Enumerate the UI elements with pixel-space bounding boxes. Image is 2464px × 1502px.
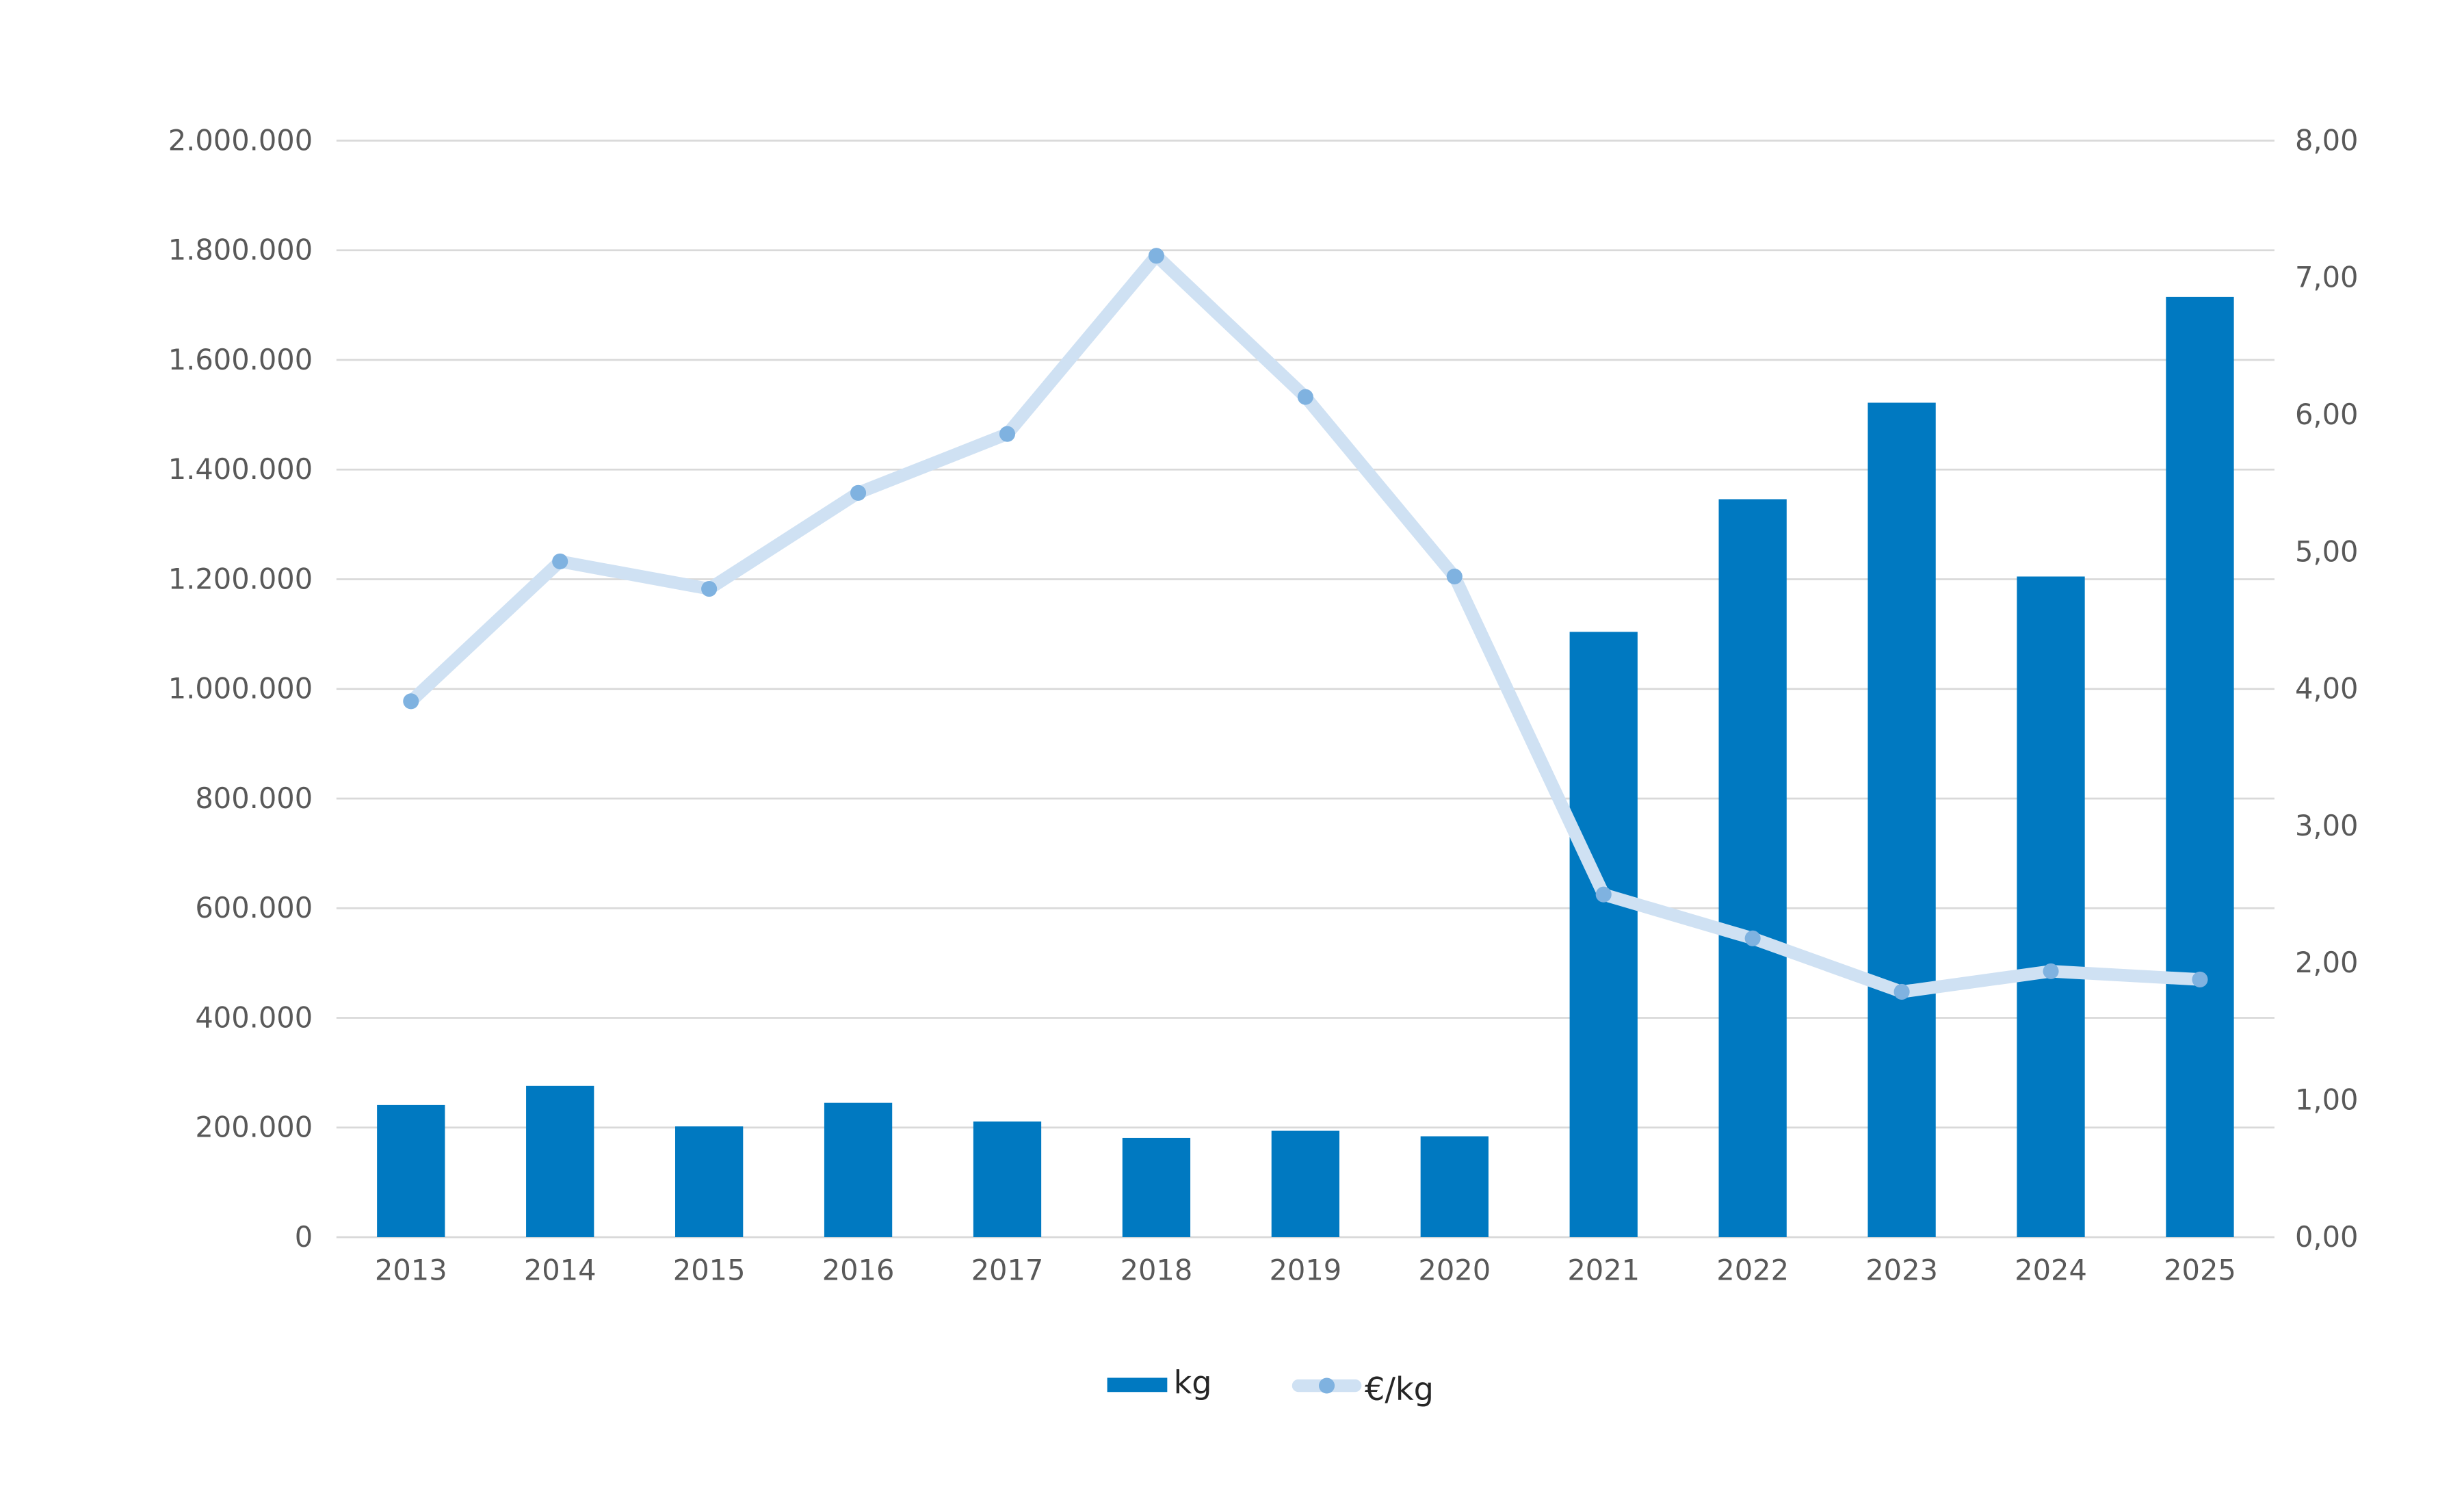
bar — [1271, 1130, 1340, 1237]
right-axis-tick: 4,00 — [2295, 672, 2359, 705]
x-axis-tick: 2016 — [822, 1253, 895, 1286]
right-axis-tick: 2,00 — [2295, 946, 2359, 979]
x-axis-tick: 2017 — [971, 1253, 1044, 1286]
line-marker — [1297, 389, 1313, 405]
bar — [2017, 576, 2085, 1237]
legend: kg €/kg — [1107, 1364, 1434, 1408]
bar — [377, 1104, 445, 1237]
x-axis-tick: 2014 — [524, 1253, 597, 1286]
x-axis-tick: 2015 — [673, 1253, 746, 1286]
x-axis-tick: 2019 — [1270, 1253, 1342, 1286]
left-axis-tick: 1.400.000 — [168, 452, 313, 486]
gridlines — [336, 140, 2275, 1239]
line-marker — [2043, 963, 2059, 979]
x-axis-tick: 2025 — [2164, 1253, 2236, 1286]
x-axis-tick: 2021 — [1567, 1253, 1640, 1286]
left-axis-tick: 800.000 — [195, 781, 313, 815]
legend-label-kg: kg — [1174, 1364, 1212, 1401]
bar — [1867, 402, 1936, 1237]
x-axis-tick: 2023 — [1865, 1253, 1938, 1286]
line-marker — [999, 426, 1016, 442]
right-axis-tick: 3,00 — [2295, 809, 2359, 842]
bar — [2166, 296, 2234, 1237]
left-axis-tick: 200.000 — [195, 1111, 313, 1144]
bar — [1718, 499, 1787, 1237]
right-axis-tick: 7,00 — [2295, 261, 2359, 294]
x-axis-tick: 2024 — [2015, 1253, 2087, 1286]
left-axis-tick: 600.000 — [195, 891, 313, 924]
right-axis-tick: 1,00 — [2295, 1083, 2359, 1117]
left-axis-labels: 0 200.000 400.000 600.000 800.000 1.000.000 1.… — [168, 123, 313, 1253]
x-axis-tick: 2013 — [375, 1253, 447, 1286]
line-series-eur-per-kg — [403, 248, 2208, 1000]
right-axis-tick: 0,00 — [2295, 1220, 2359, 1254]
legend-item-kg: kg — [1107, 1364, 1212, 1401]
line-marker — [1595, 886, 1612, 903]
bar — [973, 1121, 1042, 1237]
line-marker — [2192, 971, 2208, 987]
line-marker — [1893, 983, 1910, 1000]
left-axis-tick: 0 — [295, 1220, 313, 1254]
line-marker — [1148, 248, 1164, 264]
x-axis-labels: 2013 2014 2015 2016 2017 2018 2019 2020 2021 2022… — [375, 1253, 2236, 1286]
line-marker — [850, 484, 867, 501]
left-axis-tick: 2.000.000 — [168, 123, 313, 157]
x-axis-tick: 2022 — [1716, 1253, 1789, 1286]
legend-label-eur-per-kg: €/kg — [1365, 1371, 1434, 1408]
bar — [1122, 1137, 1191, 1237]
legend-swatch-kg — [1107, 1377, 1168, 1393]
left-axis-tick: 400.000 — [195, 1000, 313, 1034]
left-axis-tick: 1.200.000 — [168, 562, 313, 595]
left-axis-tick: 1.000.000 — [168, 672, 313, 705]
right-axis-tick: 5,00 — [2295, 534, 2359, 568]
line-marker — [1744, 930, 1761, 946]
line-marker — [552, 553, 568, 570]
line-marker — [1446, 568, 1463, 585]
right-axis-labels: 0,00 1,00 2,00 3,00 4,00 5,00 6,00 7,00 8,00 — [2295, 123, 2359, 1253]
bar — [526, 1085, 594, 1237]
line-marker — [701, 580, 718, 597]
right-axis-tick: 8,00 — [2295, 123, 2359, 157]
line-marker — [403, 693, 419, 710]
right-axis-tick: 6,00 — [2295, 398, 2359, 431]
bar — [674, 1126, 744, 1237]
legend-item-eur-per-kg: €/kg — [1292, 1371, 1434, 1408]
x-axis-tick: 2020 — [1418, 1253, 1491, 1286]
bar-series-kg — [377, 296, 2234, 1237]
bar — [1420, 1136, 1489, 1237]
bar — [824, 1102, 893, 1237]
legend-swatch-marker — [1318, 1377, 1335, 1394]
bar — [1569, 632, 1638, 1237]
left-axis-tick: 1.600.000 — [168, 343, 313, 376]
left-axis-tick: 1.800.000 — [168, 233, 313, 267]
x-axis-tick: 2018 — [1120, 1253, 1193, 1286]
